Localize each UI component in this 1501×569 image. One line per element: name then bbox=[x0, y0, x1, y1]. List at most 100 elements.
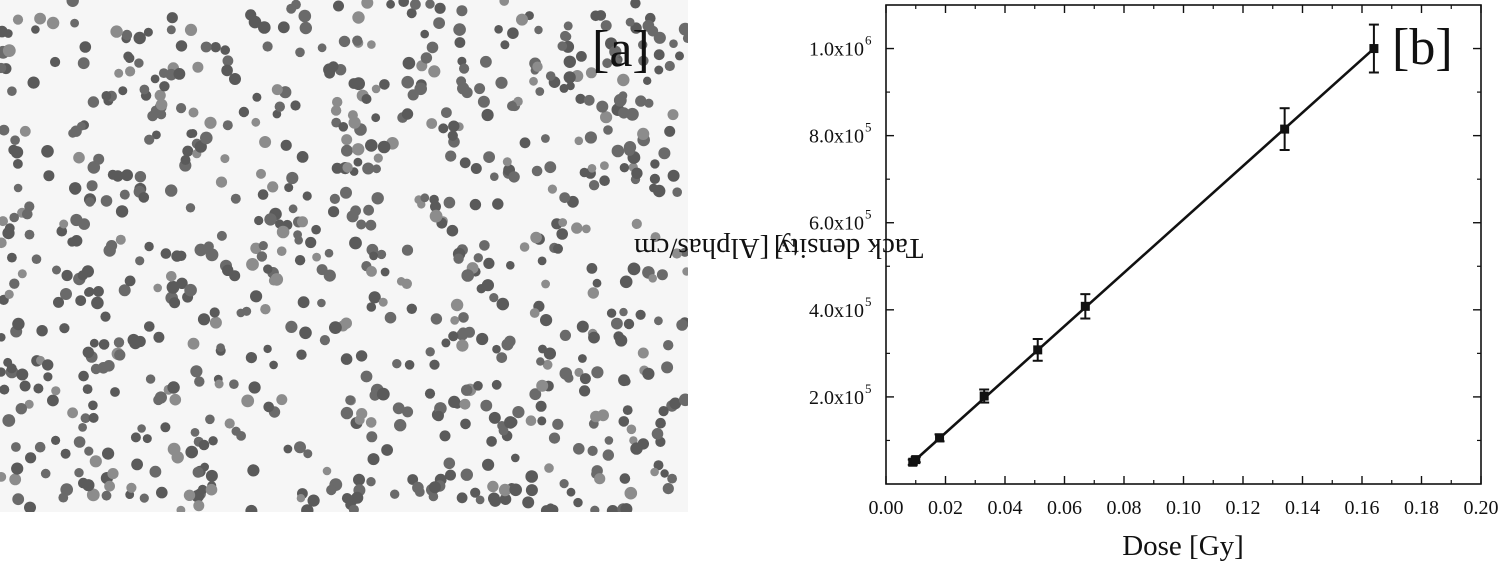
alpha-track-dot bbox=[238, 106, 250, 118]
alpha-track-dot bbox=[563, 55, 576, 68]
alpha-track-dot bbox=[100, 311, 111, 322]
alpha-track-dot bbox=[184, 23, 198, 36]
alpha-track-dot bbox=[331, 117, 342, 128]
alpha-track-dot bbox=[0, 472, 7, 482]
alpha-track-dot bbox=[361, 94, 372, 104]
alpha-track-dot bbox=[27, 76, 40, 89]
alpha-track-dot bbox=[631, 218, 642, 229]
alpha-track-dot bbox=[650, 467, 659, 477]
x-tick-label: 0.06 bbox=[1047, 497, 1082, 519]
alpha-track-dot bbox=[324, 248, 334, 258]
x-tick-label: 0.16 bbox=[1345, 497, 1380, 519]
alpha-track-dot bbox=[522, 496, 535, 509]
alpha-track-dot bbox=[147, 110, 158, 122]
alpha-track-dot bbox=[459, 63, 470, 74]
alpha-track-dot bbox=[263, 401, 275, 413]
alpha-track-dot bbox=[70, 213, 83, 227]
alpha-track-dot bbox=[563, 373, 574, 383]
alpha-track-dot bbox=[428, 481, 441, 494]
alpha-track-dot bbox=[295, 47, 305, 58]
alpha-track-dot bbox=[661, 361, 674, 374]
fit-line bbox=[911, 47, 1375, 464]
alpha-track-dot bbox=[483, 257, 495, 269]
alpha-track-dot bbox=[459, 398, 471, 410]
alpha-track-dot bbox=[470, 163, 482, 174]
alpha-track-dot bbox=[139, 493, 149, 503]
alpha-track-dot bbox=[439, 430, 451, 442]
alpha-track-dot bbox=[126, 482, 137, 493]
alpha-track-dot bbox=[492, 344, 501, 354]
alpha-track-dot bbox=[496, 352, 508, 363]
alpha-track-dot bbox=[486, 436, 497, 447]
alpha-track-dot bbox=[380, 267, 390, 277]
alpha-track-dot bbox=[535, 400, 547, 412]
alpha-track-dot bbox=[43, 372, 53, 382]
alpha-track-dot bbox=[489, 293, 499, 303]
alpha-track-dot bbox=[258, 241, 268, 251]
alpha-track-dot bbox=[329, 193, 340, 204]
alpha-track-dot bbox=[372, 164, 381, 174]
alpha-track-dot bbox=[264, 213, 277, 226]
alpha-track-dot bbox=[531, 165, 543, 177]
alpha-track-dot bbox=[153, 394, 164, 406]
alpha-track-dot bbox=[9, 278, 20, 289]
alpha-track-dot bbox=[643, 76, 652, 86]
alpha-track-dot bbox=[591, 366, 604, 379]
alpha-track-dot bbox=[67, 237, 77, 247]
alpha-track-dot bbox=[406, 303, 417, 314]
alpha-track-dot bbox=[594, 473, 606, 485]
alpha-track-dot bbox=[542, 359, 553, 370]
alpha-track-dot bbox=[512, 406, 525, 419]
alpha-track-dot bbox=[443, 196, 456, 209]
alpha-track-dot bbox=[93, 286, 104, 297]
alpha-track-dot bbox=[669, 39, 678, 48]
alpha-track-dot bbox=[552, 418, 564, 430]
alpha-track-dot bbox=[469, 198, 482, 211]
alpha-track-dot bbox=[0, 384, 10, 395]
alpha-track-dot bbox=[573, 497, 583, 508]
alpha-track-dot bbox=[579, 385, 591, 397]
alpha-track-dot bbox=[110, 387, 120, 397]
y-tick-exponent: 6 bbox=[865, 33, 872, 48]
alpha-track-dot bbox=[169, 297, 181, 309]
alpha-track-dot bbox=[107, 468, 119, 480]
alpha-track-dot bbox=[642, 367, 655, 380]
alpha-track-dot bbox=[376, 249, 387, 260]
alpha-track-dot bbox=[456, 76, 467, 87]
alpha-track-dot bbox=[153, 331, 165, 343]
alpha-track-dot bbox=[544, 463, 554, 473]
alpha-track-dot bbox=[173, 68, 186, 80]
alpha-track-dot bbox=[0, 333, 6, 342]
alpha-track-dot bbox=[487, 480, 499, 493]
alpha-track-dot bbox=[296, 151, 309, 163]
alpha-track-dot bbox=[460, 468, 473, 481]
alpha-track-dot bbox=[627, 262, 641, 276]
alpha-track-dot bbox=[77, 270, 88, 281]
alpha-track-dot bbox=[340, 353, 353, 365]
alpha-track-dot bbox=[17, 269, 27, 279]
alpha-track-dot bbox=[102, 447, 115, 460]
alpha-track-dot bbox=[43, 170, 55, 182]
alpha-track-dot bbox=[254, 215, 264, 226]
alpha-track-dot bbox=[0, 124, 10, 136]
alpha-track-dot bbox=[647, 25, 659, 37]
alpha-track-dot bbox=[70, 18, 79, 28]
alpha-track-dot bbox=[187, 337, 200, 350]
alpha-track-dot bbox=[619, 473, 631, 484]
alpha-track-dot bbox=[373, 153, 383, 163]
alpha-track-dot bbox=[587, 445, 598, 456]
x-tick-label: 0.18 bbox=[1404, 497, 1439, 519]
alpha-track-dot bbox=[541, 134, 550, 143]
alpha-track-dot bbox=[185, 445, 198, 459]
alpha-track-dot bbox=[245, 9, 257, 21]
alpha-track-dot bbox=[260, 304, 271, 315]
alpha-track-dot bbox=[352, 35, 363, 46]
alpha-track-dot bbox=[153, 283, 162, 293]
alpha-track-dot bbox=[137, 424, 146, 433]
alpha-track-dot bbox=[651, 428, 664, 440]
alpha-track-dot bbox=[160, 248, 172, 259]
alpha-track-dot bbox=[297, 216, 308, 228]
alpha-track-dot bbox=[167, 381, 180, 394]
alpha-track-dot bbox=[494, 25, 503, 34]
alpha-track-dot bbox=[622, 405, 633, 415]
